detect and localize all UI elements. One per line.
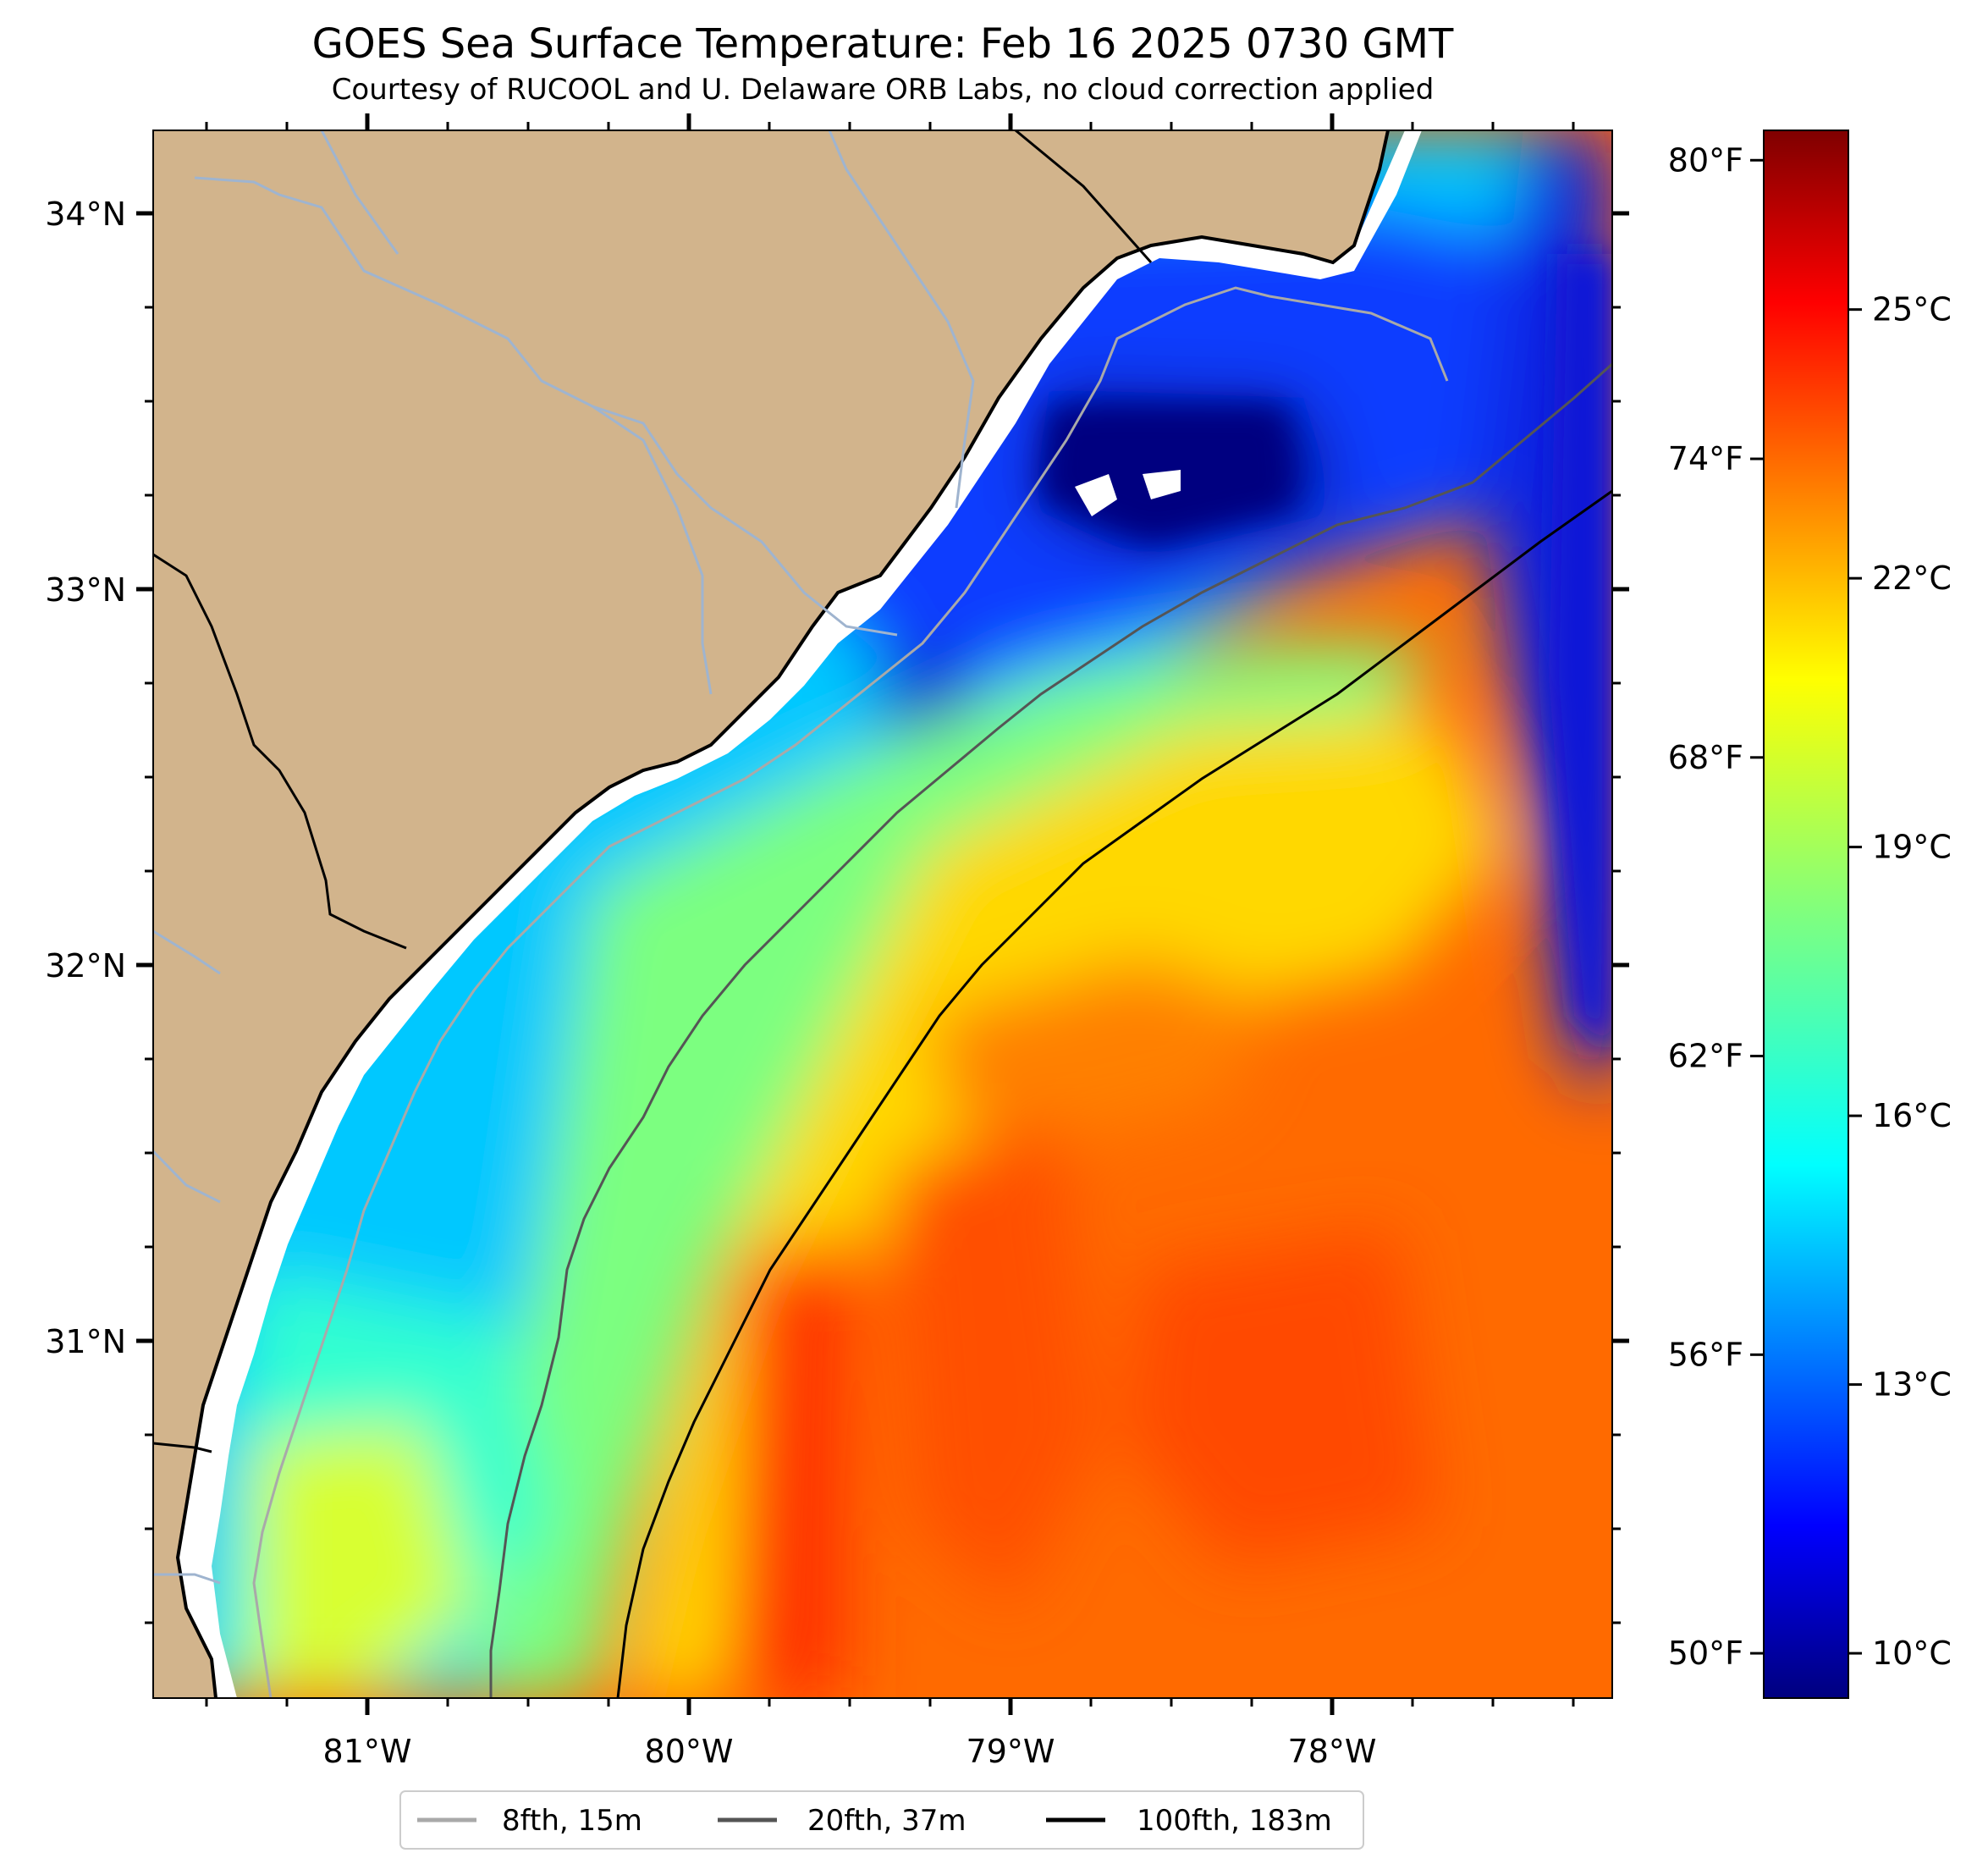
colorbar	[1763, 130, 1849, 1699]
legend-label-8fth: 8fth, 15m	[502, 1804, 642, 1838]
isobath-100fth	[616, 489, 1612, 1698]
colorbar-f-label: 74°F	[1668, 440, 1743, 477]
colorbar-fahrenheit-axis: 80°F 74°F 68°F 62°F 56°F 50°F	[1668, 141, 1764, 1672]
map-frame	[152, 130, 1613, 1699]
colorbar-c-label: 16°C	[1872, 1097, 1952, 1134]
isobath-legend: 8fth, 15m 20fth, 37m 100fth, 183m	[399, 1790, 1364, 1850]
colorbar-f-label: 56°F	[1668, 1336, 1743, 1373]
minor-ticks	[145, 122, 1621, 1707]
lon-tick-label: 78°W	[1288, 1733, 1377, 1770]
colorbar-c-label: 22°C	[1872, 560, 1952, 597]
colorbar-f-label: 50°F	[1668, 1635, 1743, 1672]
chart-title: GOES Sea Surface Temperature: Feb 16 202…	[312, 20, 1454, 68]
isobath-8fth	[252, 286, 1449, 1698]
land-mass	[153, 130, 1388, 1698]
lat-tick-label: 33°N	[45, 571, 126, 609]
colorbar-f-label: 80°F	[1668, 141, 1743, 179]
no-data-patches	[1075, 470, 1181, 516]
colorbar-c-label: 10°C	[1872, 1635, 1952, 1672]
legend-label-100fth: 100fth, 183m	[1137, 1804, 1332, 1838]
lat-tick-label: 32°N	[45, 947, 126, 984]
colorbar-c-label: 25°C	[1872, 291, 1952, 328]
legend-label-20fth: 20fth, 37m	[807, 1804, 966, 1838]
map-panel	[153, 130, 1612, 1698]
colorbar-f-label: 68°F	[1668, 739, 1743, 776]
lat-tick-label: 31°N	[45, 1323, 126, 1360]
coastline	[175, 130, 1390, 1698]
colorbar-c-label: 13°C	[1872, 1366, 1952, 1403]
lon-tick-label: 79°W	[966, 1733, 1055, 1770]
rivers	[153, 130, 975, 1585]
colorbar-celsius-axis: 25°C 22°C 19°C 16°C 13°C 10°C	[1848, 291, 1952, 1672]
colorbar-f-label: 62°F	[1668, 1038, 1743, 1075]
colorbar-c-label: 19°C	[1872, 829, 1952, 866]
chart-subtitle: Courtesy of RUCOOL and U. Delaware ORB L…	[332, 73, 1435, 107]
lon-tick-label: 80°W	[645, 1733, 734, 1770]
state-boundary	[153, 553, 407, 950]
lat-tick-label: 34°N	[45, 196, 126, 233]
isobath-20fth	[489, 362, 1612, 1698]
lon-tick-label: 81°W	[323, 1733, 412, 1770]
legend-box	[399, 1790, 1364, 1850]
longitude-axis: 81°W 80°W 79°W 78°W	[323, 113, 1377, 1770]
latitude-axis: 34°N 33°N 32°N 31°N	[45, 196, 1629, 1360]
